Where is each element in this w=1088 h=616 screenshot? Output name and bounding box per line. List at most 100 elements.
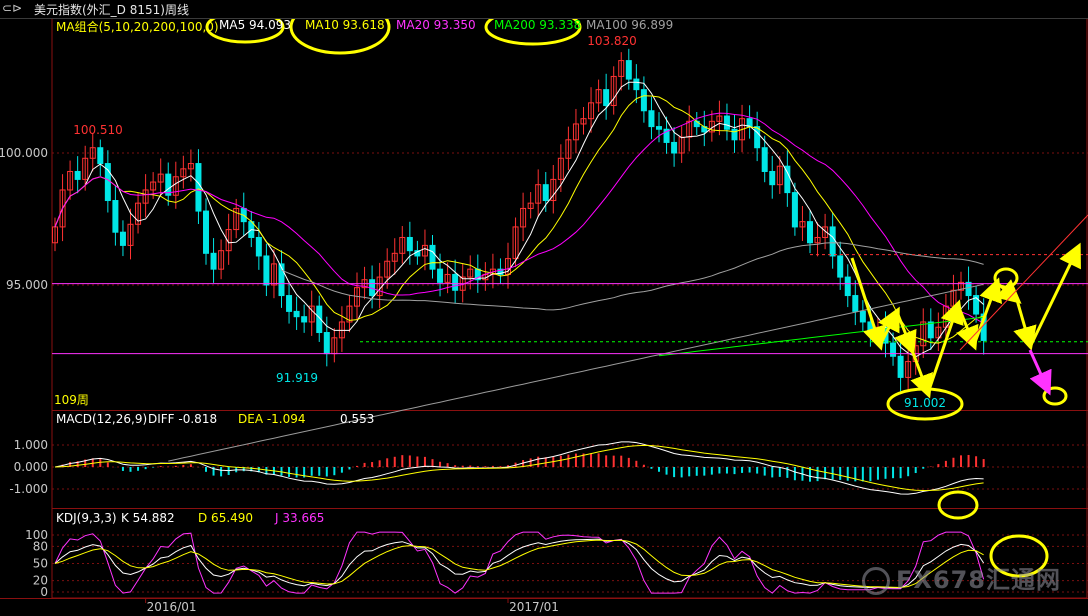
candle-body [406,236,413,252]
candle-body [535,184,542,204]
candle-body [52,226,58,244]
kdj-tick-label: 0 [40,585,48,599]
candle-body [150,181,157,191]
candle-body [338,321,345,339]
candle-body [761,147,768,172]
wave-arrow [910,349,933,399]
x-tick-label: 2016/01 [147,600,197,614]
kdj-tick-label: 20 [33,574,48,588]
ma-legend: MA组合(5,10,20,200,100,0) MA5 94.093 MA10 … [0,18,700,34]
candle-body [731,128,738,141]
kdj-label[interactable]: KDJ(9,3,3) [56,511,117,525]
kdj-d: D 65.490 [198,511,254,525]
kdj-top-ellipse [989,534,1049,578]
macd-dea-line [54,444,984,492]
candle-body [814,236,821,244]
candle-body [799,221,806,228]
macd-tick-label: 0.000 [14,460,48,474]
watermark-text: FX678汇通网 [896,566,1061,594]
candle-body [225,229,232,252]
candle-body [769,170,776,186]
candle-body [920,321,927,347]
candle-body [165,173,172,196]
x-tick-label: 2017/01 [509,600,559,614]
wave-arrow [995,279,1022,304]
candle-body [965,281,972,297]
ma20-line [54,112,984,324]
candle-body [180,168,187,178]
watermark-logo-icon [862,567,890,595]
candle-body [444,273,451,283]
candle-body [119,231,126,246]
ma-group-label[interactable]: MA组合(5,10,20,200,100,0) [56,20,219,34]
candle-body [293,310,300,318]
candle-body [663,128,670,143]
candle-body [59,189,66,228]
candle-body [316,305,323,334]
candle-body [323,332,330,355]
candle-body [512,226,519,260]
candle-body [595,89,602,104]
candle-body [557,157,564,180]
candle-body [172,176,179,196]
macd-diff-line [54,441,984,495]
ma100-value: MA100 96.899 [586,18,674,32]
candle-body [112,200,119,233]
candle-body [837,255,844,278]
ma200-value: MA200 93.338 [494,18,582,32]
candle-body [776,165,783,186]
watermark: FX678汇通网 [862,560,1061,595]
macd-label[interactable]: MACD(12,26,9) [56,412,148,426]
candle-body [890,342,897,357]
candle-body [142,189,149,204]
ma200-line [658,316,984,357]
candle-body [859,310,866,323]
ma5-value: MA5 94.093 [219,18,291,32]
candle-body [625,60,632,80]
low-left-label: 91.919 [276,371,318,385]
chart-window-icon[interactable]: ⊂⊳ [2,1,23,15]
candle-body [550,178,557,202]
ma100-line [281,242,984,311]
macd-histogram [61,453,985,482]
candle-body [74,170,81,180]
candle-body [610,75,617,106]
wave-arrow [926,299,964,394]
candle-body [233,207,240,231]
price-tick-label: 100.000 [0,146,48,160]
wave-arrow [894,311,917,356]
candle-body [588,102,595,120]
candle-body [905,361,912,378]
macd-legend: MACD(12,26,9) DIFF -0.818 DEA -1.094 0.5… [0,412,500,428]
candle-body [784,165,791,194]
ma5-line [54,81,984,358]
kdj-j-line [54,531,985,594]
macd-tick-label: -1.000 [9,482,48,496]
window-title: 美元指数(外汇_D 8151)周线 [34,3,189,17]
ma20-value: MA20 93.350 [396,18,476,32]
candle-body [844,276,851,297]
candle-body [633,78,640,91]
kdj-tick-label: 100 [25,528,48,542]
candle-body [754,126,761,149]
candle-body [739,118,746,141]
candle-body [618,60,625,77]
candle-body [346,305,353,323]
candle-body [671,141,678,154]
candle-body [527,202,534,209]
candle-body [67,170,74,191]
price-tick-label: 95.000 [6,278,48,292]
candle-body [807,221,813,244]
candle-body [255,236,262,257]
macd-tick-label: 1.000 [14,438,48,452]
high-left-label: 100.510 [73,123,123,137]
candle-body [270,263,277,286]
candle-body [935,326,942,339]
candle-body [897,355,904,378]
wave-arrow [956,304,979,351]
candle-body [195,163,202,212]
candle-body [157,173,164,183]
candle-body [686,120,693,138]
high-all-label: 103.820 [587,34,637,48]
